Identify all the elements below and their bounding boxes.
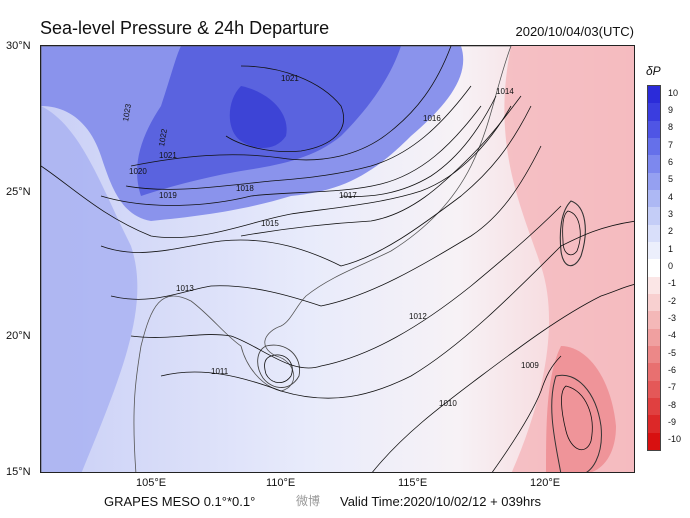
- legend-label: 4: [668, 191, 674, 202]
- isobar-label: 1009: [521, 361, 539, 370]
- taiwan-island: [559, 200, 586, 267]
- legend-swatch: [648, 380, 660, 398]
- isobar-1017-line: [340, 95, 497, 197]
- isobar-1013-line: [110, 145, 542, 307]
- model-info: GRAPES MESO 0.1°*0.1°: [104, 494, 256, 509]
- legend-label: -8: [668, 399, 677, 410]
- legend-label: -2: [668, 295, 677, 306]
- chart-title: Sea-level Pressure & 24h Departure: [40, 18, 330, 38]
- isobar-label: 1018: [236, 184, 254, 193]
- isobar-1012-low: [264, 354, 293, 383]
- isobar-label: 1014: [496, 87, 514, 96]
- legend-swatch: [648, 397, 660, 416]
- legend-swatch: [648, 155, 660, 173]
- lon-label: 120°E: [530, 477, 561, 489]
- legend-label: -5: [668, 347, 677, 358]
- legend-label: 9: [668, 105, 674, 115]
- legend-label: 8: [668, 122, 674, 133]
- legend-swatch: [648, 137, 660, 156]
- isobar-1011-line: [160, 220, 634, 399]
- legend-swatch: [648, 363, 660, 381]
- legend-label: 7: [668, 139, 674, 150]
- legend-swatch: [648, 311, 660, 329]
- isobar-label: 1015: [261, 219, 279, 228]
- legend-label: -1: [668, 278, 677, 289]
- isobar-label: 1022: [157, 128, 169, 148]
- lon-label: 115°E: [398, 477, 428, 489]
- legend-swatch: [648, 345, 660, 364]
- legend-label: 10: [668, 87, 679, 98]
- legend-swatch: [648, 328, 660, 346]
- legend-swatch: [648, 189, 660, 208]
- legend-swatch: [648, 415, 660, 433]
- isobar-label: 1023: [121, 103, 133, 123]
- legend-label: 5: [668, 174, 674, 185]
- legend-swatch: [648, 259, 660, 277]
- isobar-1019-line: [125, 85, 472, 190]
- pressure-map: 1021 1023 1022 1021 1020 1019 1018 1017 …: [40, 45, 635, 473]
- isobar-1014-line: [100, 105, 532, 267]
- legend-label: -6: [668, 365, 677, 375]
- color-legend: [647, 85, 661, 451]
- legend-label: -7: [668, 382, 677, 393]
- legend-label: 3: [668, 209, 674, 219]
- legend-swatch: [648, 120, 660, 138]
- high-anomaly-peak: [229, 86, 287, 148]
- isobar-label: 1021: [159, 151, 177, 160]
- lon-label: 110°E: [266, 477, 296, 489]
- isobar-1018-line: [100, 105, 482, 206]
- isobar-1009-luzon: [561, 385, 593, 451]
- legend-label: 1: [668, 243, 674, 254]
- isobar-1010-line: [372, 284, 634, 472]
- legend-swatch: [648, 432, 660, 450]
- lat-label: 15°N: [6, 466, 31, 478]
- lat-label: 25°N: [6, 186, 31, 198]
- lat-label: 20°N: [6, 330, 31, 342]
- legend-label: -9: [668, 417, 677, 427]
- legend-label: 0: [668, 261, 674, 271]
- isobar-1021-line: [225, 65, 344, 153]
- isobar-label: 1016: [423, 114, 441, 123]
- isobar-1009-line: [491, 355, 562, 472]
- valid-time-top: 2020/10/04/03(UTC): [515, 24, 634, 39]
- isobar-label: 1011: [211, 367, 229, 376]
- legend-swatch: [648, 103, 660, 121]
- lat-label: 30°N: [6, 40, 31, 52]
- isobar-label: 1019: [159, 191, 177, 200]
- isobar-label: 1020: [129, 167, 147, 176]
- isobar-1008-taiwan: [562, 210, 581, 256]
- isobar-label: 1010: [439, 399, 457, 408]
- isobar-label: 1021: [281, 74, 299, 83]
- legend-label: 6: [668, 157, 674, 167]
- legend-label: -4: [668, 330, 677, 341]
- legend-label: 2: [668, 226, 674, 237]
- land-coastline: [41, 46, 512, 472]
- west-anomaly-region: [41, 106, 138, 472]
- hainan-island: [257, 344, 300, 388]
- legend-label: -3: [668, 313, 677, 323]
- legend-swatch: [648, 224, 660, 242]
- isobar-1020-line: [130, 46, 452, 167]
- isobar-label: 1012: [409, 312, 427, 321]
- valid-time-footer: Valid Time:2020/10/02/12 + 039hrs: [340, 494, 542, 509]
- east-anomaly-core: [546, 346, 616, 472]
- watermark: 微博: [296, 494, 321, 508]
- legend-swatch: [648, 293, 660, 312]
- luzon-island: [551, 374, 602, 472]
- legend-label: -10: [668, 434, 682, 445]
- legend-swatch: [648, 172, 660, 190]
- isobar-1012-line: [130, 205, 562, 369]
- legend-swatch: [648, 86, 660, 104]
- legend-title: δP: [646, 64, 661, 78]
- isobar-label: 1013: [176, 284, 194, 293]
- isobar-label: 1017: [339, 191, 357, 200]
- lon-label: 105°E: [136, 477, 167, 489]
- legend-swatch: [648, 207, 660, 225]
- legend-swatch: [648, 241, 660, 260]
- isobar-1015-line: [240, 95, 522, 237]
- legend-swatch: [648, 276, 660, 294]
- east-anomaly-region: [504, 46, 634, 472]
